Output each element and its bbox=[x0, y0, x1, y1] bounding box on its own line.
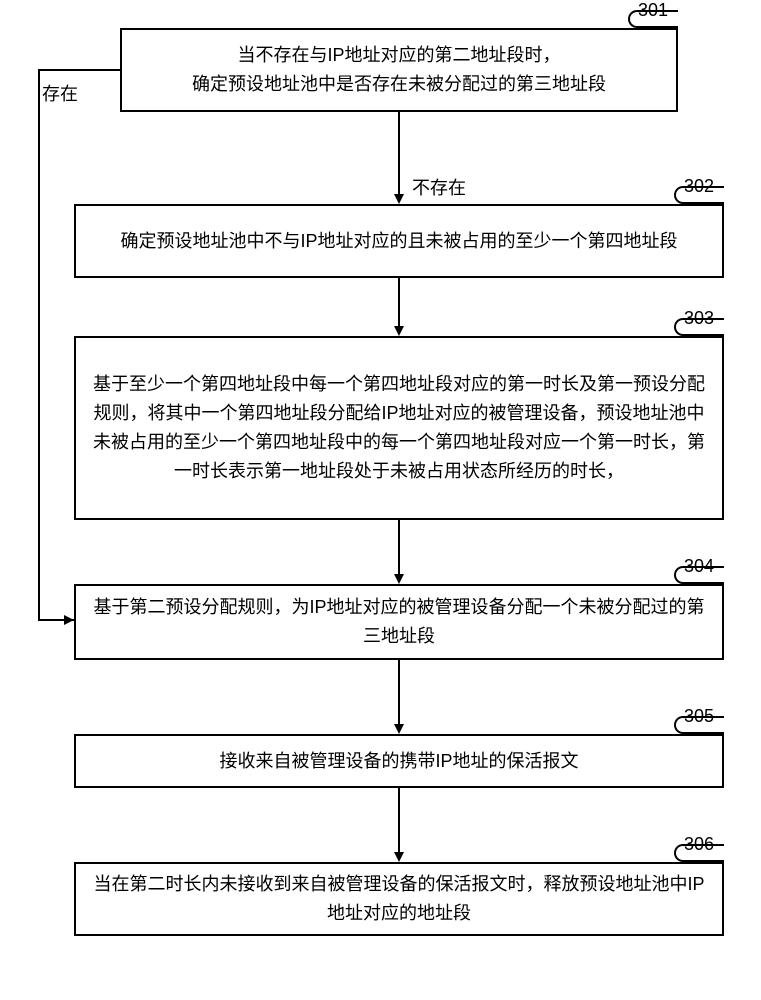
flow-node-306: 当在第二时长内未接收到来自被管理设备的保活报文时，释放预设地址池中IP地址对应的… bbox=[74, 862, 724, 936]
flow-node-301-text: 当不存在与IP地址对应的第二地址段时， 确定预设地址池中是否存在未被分配过的第三… bbox=[192, 41, 606, 99]
ref-label-303: 303 bbox=[684, 308, 714, 329]
arrow-301-304-left bbox=[34, 65, 126, 630]
flow-node-302-text: 确定预设地址池中不与IP地址对应的且未被占用的至少一个第四地址段 bbox=[120, 227, 677, 256]
flow-node-301: 当不存在与IP地址对应的第二地址段时， 确定预设地址池中是否存在未被分配过的第三… bbox=[120, 28, 678, 112]
arrow-304-305 bbox=[394, 660, 404, 734]
ref-label-305: 305 bbox=[684, 706, 714, 727]
flow-node-303: 基于至少一个第四地址段中每一个第四地址段对应的第一时长及第一预设分配规则，将其中… bbox=[74, 336, 724, 520]
flow-node-305-text: 接收来自被管理设备的携带IP地址的保活报文 bbox=[219, 747, 578, 776]
arrow-301-302 bbox=[394, 112, 404, 204]
ref-label-304: 304 bbox=[684, 556, 714, 577]
flow-node-303-text: 基于至少一个第四地址段中每一个第四地址段对应的第一时长及第一预设分配规则，将其中… bbox=[92, 370, 706, 485]
edge-label-not-exist: 不存在 bbox=[412, 174, 466, 200]
arrow-302-303 bbox=[394, 278, 404, 336]
arrow-305-306 bbox=[394, 788, 404, 862]
flow-node-302: 确定预设地址池中不与IP地址对应的且未被占用的至少一个第四地址段 bbox=[74, 204, 724, 278]
arrow-303-304 bbox=[394, 520, 404, 584]
ref-label-306: 306 bbox=[684, 834, 714, 855]
flow-node-304: 基于第二预设分配规则，为IP地址对应的被管理设备分配一个未被分配过的第三地址段 bbox=[74, 584, 724, 660]
flow-node-306-text: 当在第二时长内未接收到来自被管理设备的保活报文时，释放预设地址池中IP地址对应的… bbox=[92, 870, 706, 928]
flow-node-304-text: 基于第二预设分配规则，为IP地址对应的被管理设备分配一个未被分配过的第三地址段 bbox=[92, 593, 706, 651]
ref-label-302: 302 bbox=[684, 176, 714, 197]
ref-label-301: 301 bbox=[638, 0, 668, 21]
flow-node-305: 接收来自被管理设备的携带IP地址的保活报文 bbox=[74, 734, 724, 788]
